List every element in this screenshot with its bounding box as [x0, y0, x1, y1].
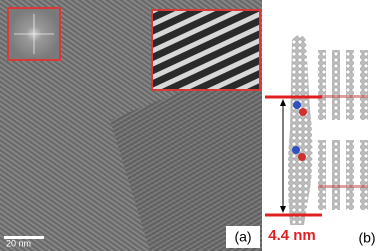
panel-label: (a)	[234, 229, 251, 245]
panel-a: 20 nm (a)	[0, 0, 262, 251]
tem-domain	[110, 60, 262, 251]
dimension-label: 4.4 nm	[268, 227, 316, 244]
scale-bar-label: 20 nm	[6, 238, 31, 248]
scale-bar	[4, 236, 44, 239]
panel-b: 4.4 nm (b)	[265, 35, 376, 246]
atom	[298, 153, 306, 161]
atom	[293, 101, 301, 109]
zoom-inset	[151, 9, 261, 91]
atom	[292, 146, 300, 154]
panel-label: (b)	[358, 230, 375, 246]
arrow-head	[280, 99, 286, 106]
atom	[299, 108, 307, 116]
molecule-stack	[288, 35, 313, 225]
label-box	[226, 226, 260, 248]
arrow-head	[280, 206, 286, 213]
molecule-array	[318, 50, 368, 210]
